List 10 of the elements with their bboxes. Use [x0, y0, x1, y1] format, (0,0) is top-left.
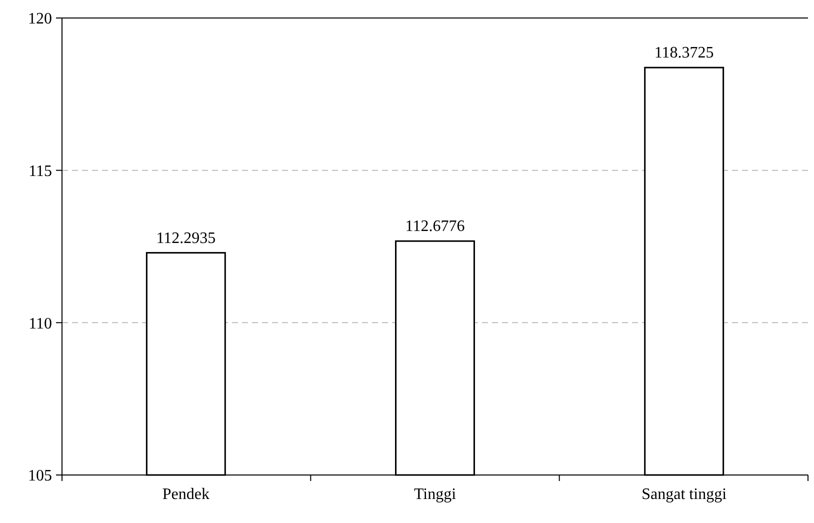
y-tick-label: 105	[28, 468, 52, 485]
data-label: 118.3725	[654, 44, 714, 62]
y-tick-label: 120	[28, 10, 52, 28]
x-tick-label: Tinggi	[414, 486, 457, 503]
data-label: 112.2935	[156, 230, 216, 247]
y-tick-label: 110	[28, 315, 52, 332]
y-tick-label: 115	[28, 162, 52, 180]
x-tick-label: Pendek	[162, 486, 210, 503]
data-label: 112.6776	[405, 218, 465, 236]
x-tick-label: Sangat tinggi	[642, 486, 728, 503]
